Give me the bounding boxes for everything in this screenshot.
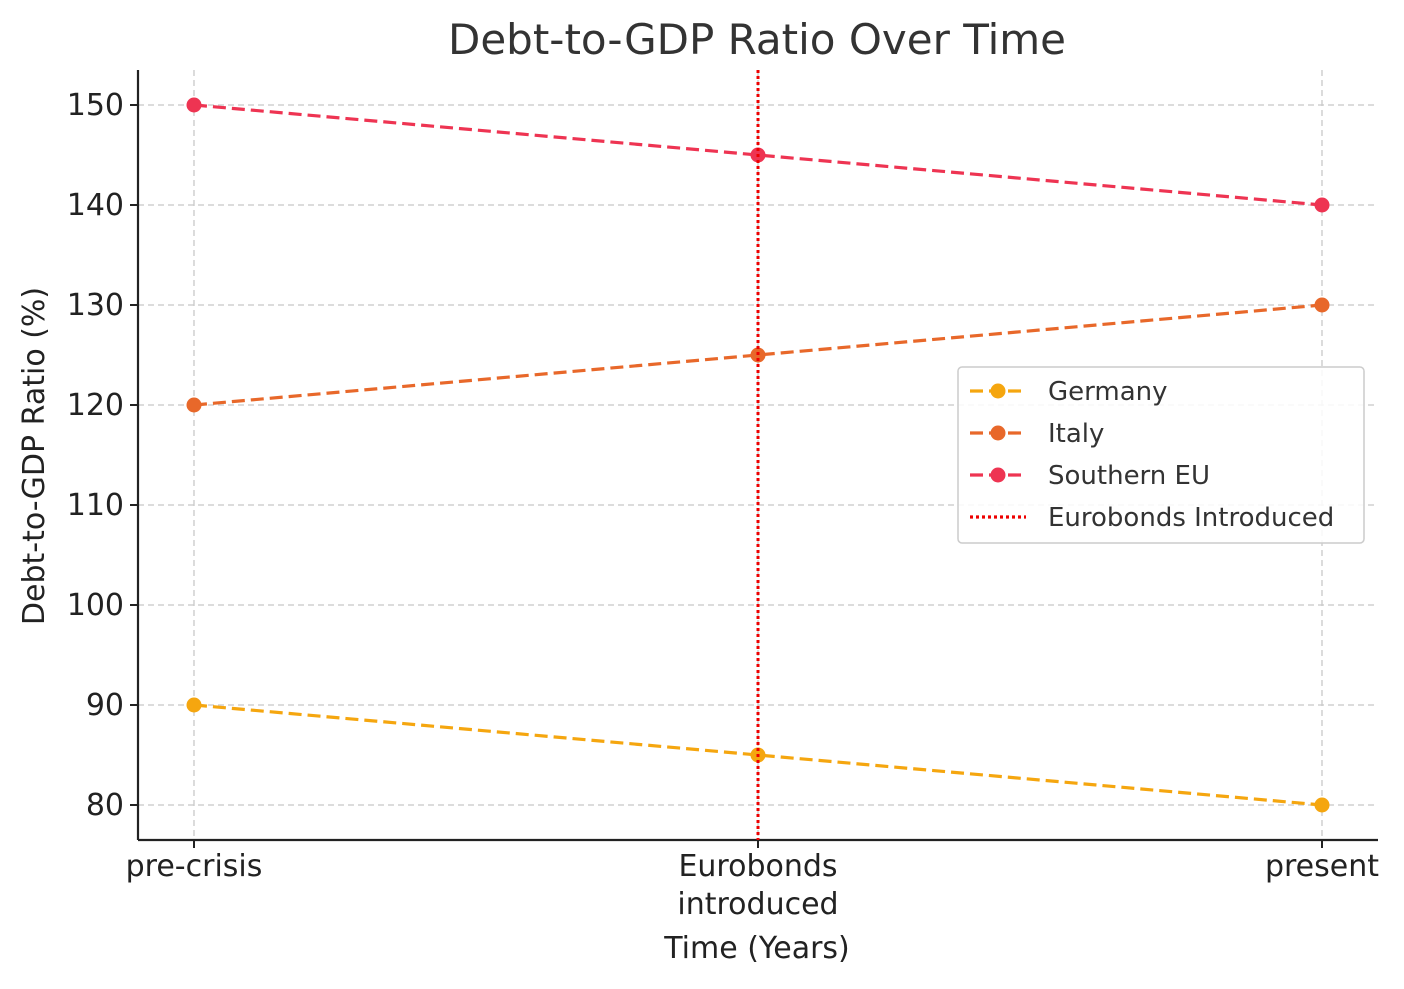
axes: 80 90 100 110 120 130 140 150 pre-crisis Eurobond… bbox=[67, 70, 1379, 922]
data-point bbox=[1314, 197, 1330, 213]
y-tick-label: 120 bbox=[67, 388, 124, 423]
legend-swatch-marker bbox=[990, 383, 1006, 399]
legend-swatch-marker bbox=[990, 425, 1006, 441]
y-tick-label: 90 bbox=[86, 688, 124, 723]
legend-label: Germany bbox=[1048, 377, 1168, 407]
series-line-italy bbox=[193, 303, 1323, 407]
x-tick-label-line: introduced bbox=[677, 887, 838, 922]
series-line-southern-eu bbox=[193, 103, 1323, 207]
legend-label: Southern EU bbox=[1048, 461, 1210, 491]
data-point bbox=[186, 397, 202, 413]
x-tick-label-line: present bbox=[1265, 849, 1379, 884]
y-tick-label: 100 bbox=[67, 588, 124, 623]
series-layer bbox=[186, 97, 1330, 813]
legend-swatch-marker bbox=[990, 467, 1006, 483]
chart-title: Debt-to-GDP Ratio Over Time bbox=[448, 15, 1066, 64]
y-tick-label: 110 bbox=[67, 488, 124, 523]
legend-box bbox=[957, 366, 1365, 544]
data-point bbox=[1314, 297, 1330, 313]
y-tick-label: 140 bbox=[67, 188, 124, 223]
y-tick-label: 80 bbox=[86, 788, 124, 823]
y-tick-label: 130 bbox=[67, 288, 124, 323]
x-tick-label: Eurobonds introduced bbox=[677, 849, 838, 922]
x-axis-label: Time (Years) bbox=[663, 931, 850, 966]
x-tick-label-line: Eurobonds bbox=[678, 849, 837, 884]
data-point bbox=[186, 697, 202, 713]
data-point bbox=[1314, 797, 1330, 813]
y-axis-label: Debt-to-GDP Ratio (%) bbox=[17, 287, 52, 625]
x-tick-label-line: pre-crisis bbox=[126, 849, 263, 884]
y-tick-label: 150 bbox=[67, 88, 124, 123]
data-point bbox=[186, 97, 202, 113]
x-tick-label: pre-crisis bbox=[126, 849, 263, 884]
legend-label: Eurobonds Introduced bbox=[1048, 503, 1334, 533]
legend: Germany Italy Southern EU Eurobonds Introdu… bbox=[957, 366, 1365, 544]
legend-label: Italy bbox=[1048, 419, 1104, 449]
x-tick-label: present bbox=[1265, 849, 1379, 884]
series-line-germany bbox=[193, 703, 1323, 807]
